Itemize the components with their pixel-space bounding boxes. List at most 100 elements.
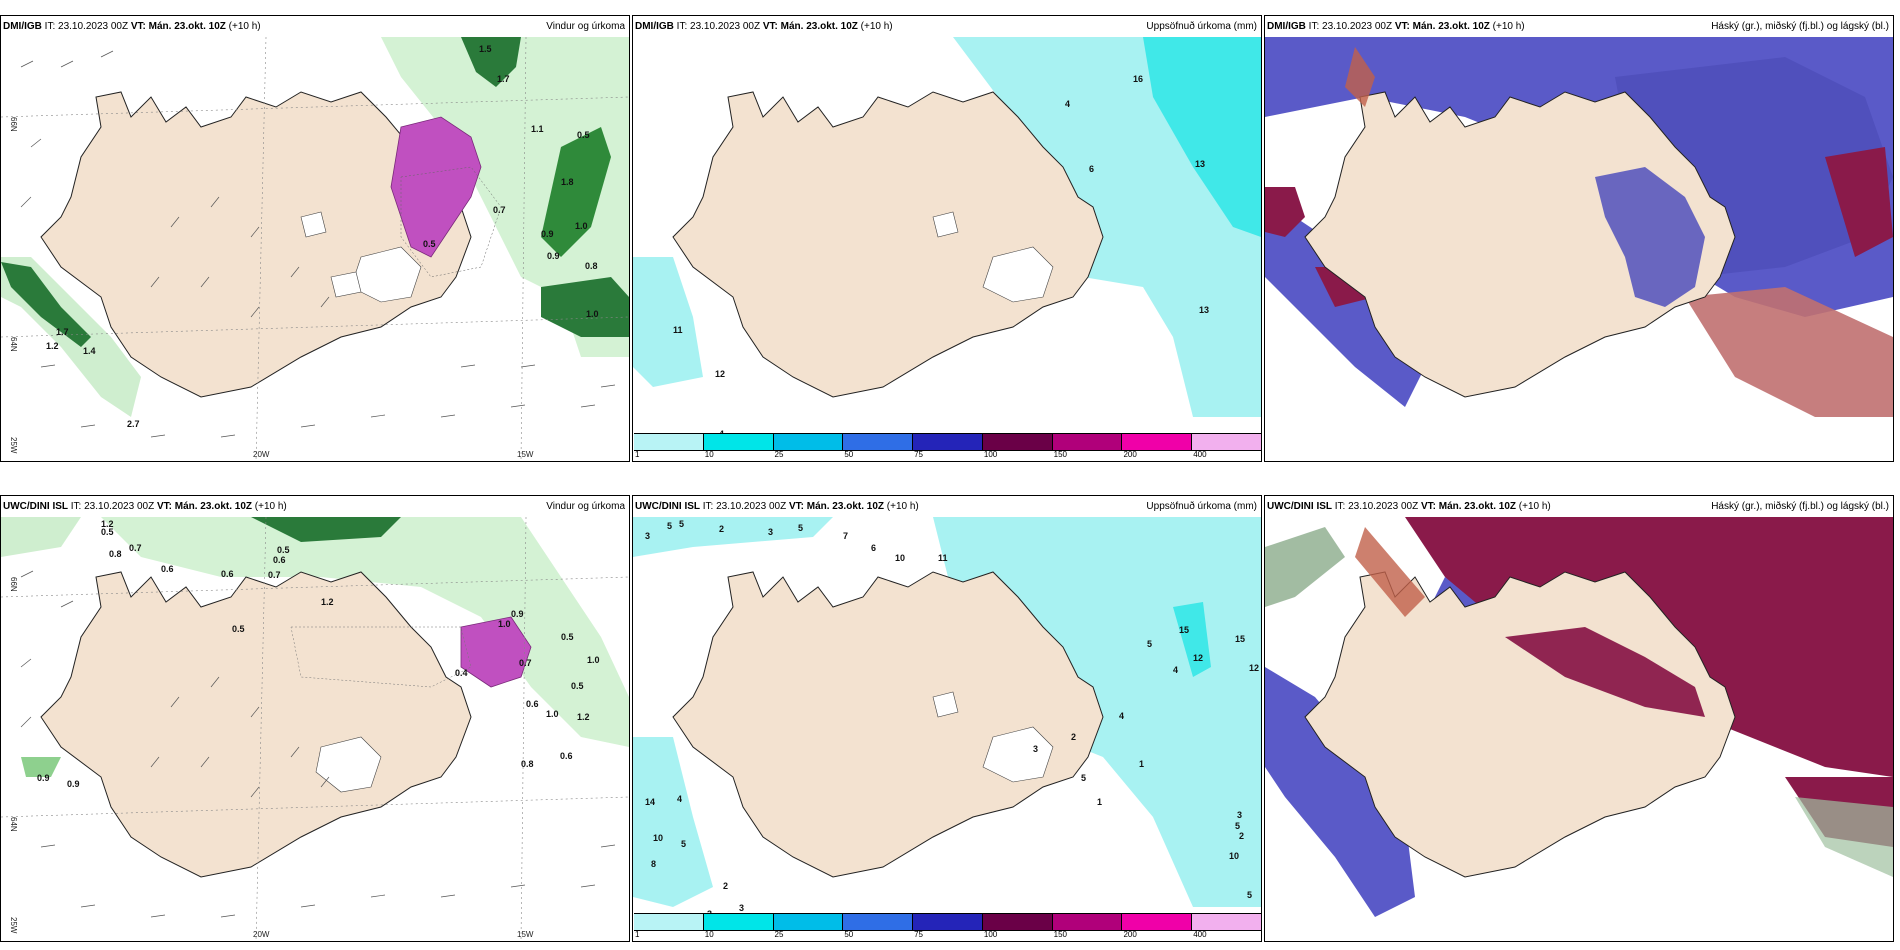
map-value-label: 0.6 — [526, 699, 539, 709]
map-value-label: 1.2 — [321, 597, 334, 607]
map-value-label: 0.5 — [232, 624, 245, 634]
axis-label-64n: 64N — [9, 817, 18, 832]
map-value-label: 14 — [645, 797, 655, 807]
map-value-label: 1.0 — [498, 619, 511, 629]
panel-title: Vindur og úrkoma — [546, 21, 625, 32]
map-value-label: 5 — [1147, 639, 1152, 649]
map-value-label: 5 — [679, 519, 684, 529]
map-value-label: 0.4 — [455, 668, 468, 678]
scale-swatch — [913, 434, 983, 450]
model-source: DMI/IGB — [1267, 21, 1306, 32]
map-value-label: 0.6 — [560, 751, 573, 761]
map-value-label: 4 — [1065, 99, 1070, 109]
map-wind-precip: 1.20.50.80.70.6 0.60.50.60.50.71.20.91.00… — [1, 517, 629, 941]
scale-tick-label: 400 — [1193, 450, 1207, 459]
panel-wind-precip-dmi: DMI/IGB IT: 23.10.2023 00Z VT: Mán. 23.o… — [0, 15, 630, 462]
lead-time: (+10 h) — [860, 21, 893, 32]
map-value-label: 0.9 — [511, 609, 524, 619]
map-value-label: 1.8 — [561, 177, 574, 187]
map-value-label: 5 — [1235, 821, 1240, 831]
init-time: 23.10.2023 00Z — [84, 501, 155, 512]
panel-accum-precip-dmi: DMI/IGB IT: 23.10.2023 00Z VT: Mán. 23.o… — [632, 15, 1262, 462]
axis-label-66n: 66N — [9, 117, 18, 132]
axis-label-20w: 20W — [253, 930, 270, 939]
valid-time: Mán. 23.okt. 10Z — [1412, 21, 1490, 32]
panel-clouds-uwc: UWC/DINI ISL IT: 23.10.2023 00Z VT: Mán.… — [1264, 495, 1894, 942]
scale-tick-label: 150 — [1053, 930, 1068, 939]
scale-tick-label: 50 — [844, 450, 854, 459]
valid-time: Mán. 23.okt. 10Z — [780, 21, 858, 32]
scale-swatch — [634, 914, 704, 930]
init-time: 23.10.2023 00Z — [716, 501, 787, 512]
map-value-label: 1 — [1097, 797, 1102, 807]
map-value-label: 4 — [1119, 711, 1124, 721]
map-value-label: 0.9 — [37, 773, 50, 783]
map-value-label: 1.1 — [531, 124, 544, 134]
scale-tick-label: 25 — [774, 930, 784, 939]
axis-label-25w: 25W — [9, 917, 18, 934]
scale-tick-label: 200 — [1123, 930, 1137, 939]
lead-time: (+10 h) — [1492, 21, 1525, 32]
map-value-label: 0.5 — [101, 527, 114, 537]
map-value-label: 13 — [1195, 159, 1205, 169]
init-time: 23.10.2023 00Z — [58, 21, 129, 32]
map-value-label: 1.0 — [546, 709, 559, 719]
scale-tick-label: 100 — [983, 930, 998, 939]
map-value-label: 5 — [667, 521, 672, 531]
map-value-label: 0.7 — [519, 658, 532, 668]
scale-tick-label: 1 — [635, 930, 640, 939]
map-value-label: 0.5 — [571, 681, 584, 691]
map-value-label: 1.5 — [479, 44, 492, 54]
axis-label-66n: 66N — [9, 577, 18, 592]
model-source: UWC/DINI ISL — [635, 501, 700, 512]
model-source: UWC/DINI ISL — [1267, 501, 1332, 512]
axis-label-64n: 64N — [9, 337, 18, 352]
map-value-label: 1.2 — [577, 712, 590, 722]
map-value-label: 0.9 — [67, 779, 80, 789]
map-value-label: 12 — [1193, 653, 1203, 663]
scale-tick-label: 10 — [704, 930, 714, 939]
map-value-label: 13 — [1199, 305, 1209, 315]
map-value-label: 11 — [673, 325, 683, 335]
map-clouds — [1265, 517, 1893, 941]
map-value-label: 8 — [651, 859, 656, 869]
scale-swatch — [982, 914, 1053, 930]
scale-swatch — [1192, 914, 1261, 930]
iceland-landmass — [672, 91, 1104, 398]
panel-header: DMI/IGB IT: 23.10.2023 00Z VT: Mán. 23.o… — [1265, 16, 1893, 37]
map-value-label: 6 — [1089, 164, 1094, 174]
map-value-label: 3 — [645, 531, 650, 541]
scale-swatch — [1052, 914, 1123, 930]
map-value-label: 12 — [715, 369, 725, 379]
scale-tick-label: 100 — [983, 450, 998, 459]
map-value-label: 2 — [1239, 831, 1244, 841]
map-value-label: 3 — [768, 527, 773, 537]
map-value-label: 3 — [1033, 744, 1038, 754]
map-value-label: 11 — [938, 553, 948, 563]
panel-clouds-dmi: DMI/IGB IT: 23.10.2023 00Z VT: Mán. 23.o… — [1264, 15, 1894, 462]
scale-swatch — [1122, 434, 1193, 450]
scale-tick-label: 200 — [1123, 450, 1137, 459]
map-value-label: 1.0 — [586, 309, 599, 319]
map-value-label: 0.7 — [129, 543, 142, 553]
panel-title: Uppsöfnuð úrkoma (mm) — [1146, 21, 1257, 32]
scale-tick-label: 400 — [1193, 930, 1207, 939]
scale-tick-label: 75 — [914, 930, 924, 939]
model-source: UWC/DINI ISL — [3, 501, 68, 512]
scale-swatch — [773, 434, 844, 450]
model-source: DMI/IGB — [3, 21, 42, 32]
panel-header: UWC/DINI ISL IT: 23.10.2023 00Z VT: Mán.… — [1, 496, 629, 517]
lead-time: (+10 h) — [228, 21, 261, 32]
wind-barbs — [20, 50, 616, 438]
map-value-label: 1.2 — [101, 519, 114, 529]
init-time: 23.10.2023 00Z — [1322, 21, 1393, 32]
map-value-label: 2 — [1071, 732, 1076, 742]
scale-swatch — [913, 914, 983, 930]
panel-title: Háský (gr.), miðský (fj.bl.) og lágský (… — [1711, 21, 1889, 32]
map-value-label: 0.9 — [541, 229, 554, 239]
map-value-label: 12 — [1249, 663, 1259, 673]
scale-swatch — [773, 914, 844, 930]
map-value-label: 7 — [843, 531, 848, 541]
valid-time: Mán. 23.okt. 10Z — [806, 501, 884, 512]
scale-tick-label: 10 — [704, 450, 714, 459]
